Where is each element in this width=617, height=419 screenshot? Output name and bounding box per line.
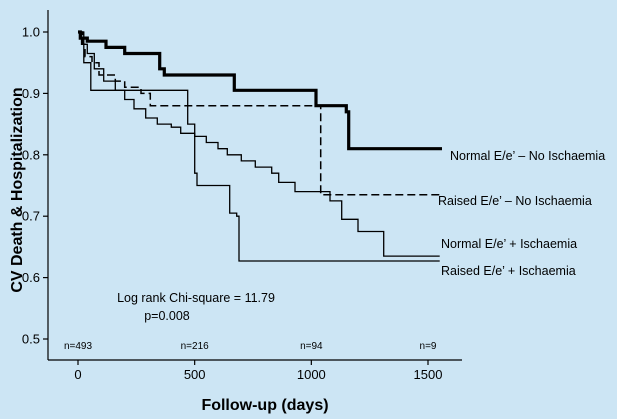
x-axis-ticks: 0 500 1000 1500 xyxy=(74,360,442,382)
series-label-raised-ischaemia: Raised E/e’ + Ischaemia xyxy=(441,264,576,278)
p-value: p=0.008 xyxy=(144,309,190,323)
curve-raised-ischaemia xyxy=(78,31,440,262)
y-tick-label: 0.6 xyxy=(22,270,40,285)
x-tick-label: 0 xyxy=(74,367,81,382)
y-tick-label: 0.7 xyxy=(22,209,40,224)
curve-normal-ischaemia xyxy=(78,31,440,257)
survival-curves xyxy=(78,30,442,262)
y-axis-title: CV Death & Hospitalization xyxy=(9,87,26,292)
at-risk-labels: n=493 n=216 n=94 n=9 xyxy=(64,341,437,352)
x-tick-label: 1000 xyxy=(297,367,326,382)
y-tick-label: 1.0 xyxy=(22,25,40,40)
x-axis-title: Follow-up (days) xyxy=(201,397,328,414)
y-tick-label: 0.8 xyxy=(22,147,40,162)
curve-raised-no-ischaemia xyxy=(78,31,440,196)
series-label-normal-no-ischaemia: Normal E/e’ – No Ischaemia xyxy=(450,149,605,163)
curve-normal-no-ischaemia xyxy=(78,30,442,151)
y-tick-label: 0.9 xyxy=(22,86,40,101)
x-tick-label: 1500 xyxy=(414,367,443,382)
at-risk-count: n=94 xyxy=(300,341,323,352)
x-tick-label: 500 xyxy=(184,367,206,382)
y-tick-label: 0.5 xyxy=(22,332,40,347)
at-risk-count: n=216 xyxy=(181,341,210,352)
logrank-stat: Log rank Chi-square = 11.79 xyxy=(117,291,275,305)
at-risk-count: n=9 xyxy=(420,341,437,352)
series-label-normal-ischaemia: Normal E/e’ + Ischaemia xyxy=(441,237,577,251)
y-axis-ticks: 0.5 0.6 0.7 0.8 0.9 1.0 xyxy=(22,25,48,347)
series-label-raised-no-ischaemia: Raised E/e’ – No Ischaemia xyxy=(438,194,592,208)
at-risk-count: n=493 xyxy=(64,341,93,352)
